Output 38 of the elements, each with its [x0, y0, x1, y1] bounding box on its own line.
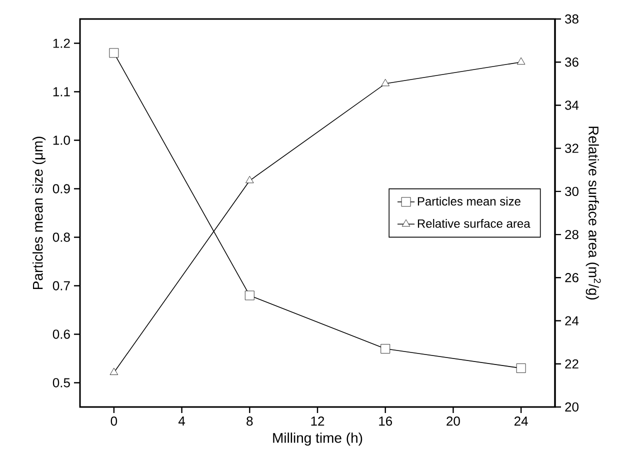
y-tick-label: 1.2: [53, 38, 70, 48]
point: [244, 290, 254, 300]
y2-tick-label: 38: [565, 14, 578, 24]
x-tick-label: 16: [379, 416, 392, 426]
point: [246, 176, 254, 184]
x-tick-label: 4: [178, 416, 186, 426]
x-tick-label: 0: [110, 416, 118, 426]
y2-tick-label: 24: [565, 316, 579, 326]
y-tick-label: 0.9: [52, 184, 70, 194]
x-tick-label: 24: [514, 416, 528, 426]
point: [109, 48, 119, 58]
point: [516, 363, 526, 373]
x-tick-label: 12: [311, 416, 324, 426]
y-axis-title: Particles mean size (μm): [32, 136, 46, 290]
y2-axis-title: Relative surface area (m$^{2}$/g): [586, 126, 601, 300]
y2-tick-label: 26: [565, 273, 578, 282]
legend-label: Relative surface area: [418, 219, 530, 228]
y2-tick-label: 36: [565, 58, 578, 67]
y-tick-label: 0.7: [52, 281, 70, 290]
point: [381, 78, 390, 86]
y-tick-label: 0.6: [52, 330, 70, 339]
x-tick-label: 20: [446, 416, 460, 426]
x-tick-label: 8: [246, 416, 253, 426]
y-tick-label: 1.1: [53, 87, 70, 96]
x-axis-title: Milling time (h): [273, 432, 362, 446]
y2-tick-label: 20: [565, 402, 578, 412]
y2-tick-label: 34: [565, 100, 579, 110]
point: [110, 368, 118, 375]
y-tick-label: 0.5: [52, 378, 70, 388]
point: [380, 344, 390, 354]
y-tick-label: 0.8: [52, 232, 70, 242]
legend-label: Particles mean size: [418, 196, 520, 206]
y-tick-label: 1.0: [53, 136, 70, 145]
y2-tick-label: 28: [565, 230, 578, 240]
y2-tick-label: 30: [565, 186, 578, 196]
point: [516, 57, 526, 65]
y2-tick-label: 22: [565, 359, 578, 368]
y2-tick-label: 32: [565, 144, 578, 153]
